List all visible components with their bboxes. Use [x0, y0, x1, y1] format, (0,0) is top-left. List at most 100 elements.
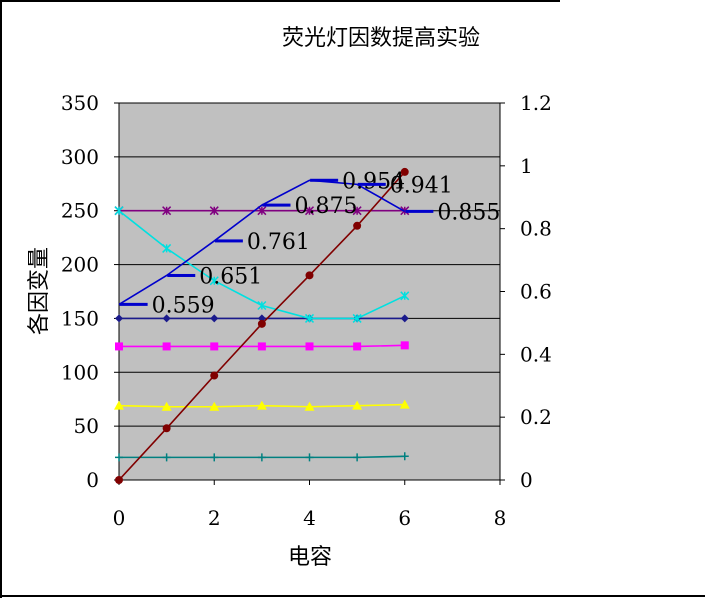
data-series: [114, 399, 410, 411]
data-label-text: 0.651: [199, 264, 262, 289]
data-label-text: 0.559: [152, 293, 215, 318]
data-point: [305, 342, 314, 351]
y-left-tick-label: 50: [74, 414, 99, 438]
y-left-tick-label: 300: [61, 145, 99, 169]
data-point: [210, 314, 219, 323]
y-left-tick-label: 100: [61, 360, 99, 384]
data-series: [115, 167, 409, 484]
data-label-text: 0.954: [342, 169, 405, 194]
y-left-tick-label: 200: [61, 253, 99, 277]
data-point: [256, 400, 267, 410]
y-axis-label: 各因变量: [27, 247, 52, 335]
data-point: [162, 314, 171, 323]
data-point: [162, 342, 171, 351]
data-point: [352, 400, 363, 410]
data-label: 0.651: [167, 264, 262, 289]
data-label-key: [310, 178, 339, 182]
data-label-key: [214, 239, 243, 243]
y-right-tick-label: 1.2: [520, 91, 552, 115]
y-left-axis-ticks: 0 50 100 150 200 250 300 350: [61, 91, 119, 492]
data-series: [114, 206, 410, 323]
y-right-tick-label: 1: [520, 154, 533, 178]
y-right-tick-label: 0.4: [520, 342, 552, 366]
data-label: 0.559: [119, 293, 215, 318]
data-point: [209, 401, 220, 411]
data-point: [304, 313, 315, 323]
y-right-axis-ticks: 0 0.2 0.4 0.6 0.8 1 1.2: [500, 91, 552, 492]
data-point: [305, 271, 314, 280]
x-tick-label: 0: [113, 506, 126, 530]
y-right-tick-label: 0.2: [520, 405, 552, 429]
data-point: [353, 453, 362, 462]
data-point: [400, 452, 409, 461]
data-label-text: 0.941: [390, 173, 453, 198]
data-point: [257, 300, 267, 311]
x-tick-label: 8: [494, 506, 507, 530]
data-label: 0.941: [357, 173, 453, 198]
data-point: [257, 319, 266, 328]
data-point: [115, 314, 123, 323]
data-point: [210, 342, 219, 351]
data-label-text: 0.761: [247, 230, 310, 255]
y-right-tick-label: 0.8: [520, 217, 552, 241]
data-point: [162, 424, 171, 433]
data-label: 0.855: [405, 200, 500, 225]
data-point: [114, 400, 124, 410]
data-point: [257, 342, 266, 351]
data-point: [210, 371, 219, 380]
data-point: [400, 314, 409, 323]
data-label-key: [167, 273, 196, 277]
data-point: [352, 206, 362, 216]
y-left-tick-label: 150: [61, 306, 99, 330]
data-label-key: [405, 209, 434, 213]
data-point: [209, 206, 219, 216]
data-point: [353, 221, 362, 230]
data-label-text: 0.855: [437, 200, 500, 225]
data-point: [305, 453, 314, 462]
data-point: [257, 453, 266, 462]
data-point: [115, 476, 123, 484]
data-point: [210, 453, 219, 462]
x-tick-label: 4: [303, 506, 316, 530]
data-label-key: [262, 203, 291, 207]
data-point: [209, 276, 219, 286]
series-layer: [114, 167, 410, 484]
data-series: [115, 341, 409, 351]
data-point: [304, 206, 315, 216]
y-right-tick-label: 0.6: [520, 280, 552, 304]
x-axis-label: 电容: [288, 545, 332, 570]
data-point: [114, 206, 124, 216]
data-point: [115, 342, 123, 351]
data-series: [114, 206, 410, 216]
series-line: [118, 179, 406, 306]
y-left-tick-label: 350: [61, 91, 99, 115]
data-point: [162, 453, 171, 462]
x-tick-label: 2: [208, 506, 221, 530]
data-label: 0.954: [310, 169, 405, 194]
data-point: [400, 291, 410, 301]
y-left-tick-label: 0: [86, 468, 99, 492]
data-point: [115, 453, 123, 462]
data-point: [304, 401, 315, 411]
y-left-tick-label: 250: [61, 199, 99, 223]
y-right-tick-label: 0: [520, 468, 533, 492]
data-label-key: [357, 182, 386, 186]
plot-area: [118, 102, 501, 481]
data-point: [399, 399, 410, 409]
data-point: [400, 167, 409, 176]
data-point: [162, 206, 172, 216]
x-axis-ticks: 0 2 4 6 8: [113, 480, 507, 530]
data-label: 0.875: [262, 194, 358, 219]
data-series: [118, 179, 406, 306]
data-label-text: 0.875: [295, 194, 358, 219]
data-point: [353, 342, 362, 351]
data-label: 0.761: [214, 230, 310, 255]
data-label-key: [119, 302, 148, 306]
chart-title: 荧光灯因数提高实验: [282, 26, 480, 51]
data-point: [352, 313, 362, 323]
data-series: [115, 452, 409, 462]
x-tick-label: 6: [398, 506, 411, 530]
data-point: [161, 401, 172, 411]
